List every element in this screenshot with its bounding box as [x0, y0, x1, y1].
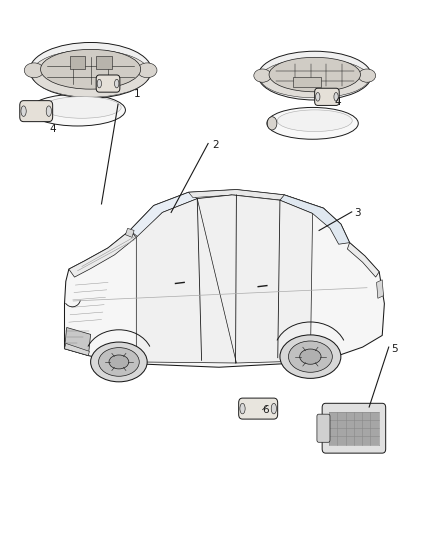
- FancyBboxPatch shape: [96, 75, 120, 92]
- Ellipse shape: [277, 110, 352, 132]
- Ellipse shape: [358, 69, 376, 82]
- Ellipse shape: [316, 93, 320, 101]
- Ellipse shape: [280, 335, 341, 378]
- Polygon shape: [280, 195, 350, 244]
- Polygon shape: [188, 190, 328, 214]
- Polygon shape: [197, 195, 313, 363]
- Ellipse shape: [289, 341, 332, 372]
- Ellipse shape: [261, 59, 369, 98]
- Ellipse shape: [30, 94, 125, 126]
- Ellipse shape: [240, 403, 245, 414]
- Polygon shape: [125, 228, 134, 237]
- Polygon shape: [130, 192, 197, 237]
- Ellipse shape: [254, 69, 271, 82]
- Ellipse shape: [99, 348, 139, 376]
- FancyBboxPatch shape: [239, 398, 278, 419]
- Ellipse shape: [115, 79, 119, 88]
- Ellipse shape: [30, 43, 152, 98]
- Bar: [96, 56, 112, 69]
- Ellipse shape: [97, 79, 102, 88]
- Ellipse shape: [32, 50, 150, 97]
- Ellipse shape: [41, 50, 141, 89]
- Ellipse shape: [258, 51, 371, 100]
- Ellipse shape: [269, 58, 360, 92]
- FancyBboxPatch shape: [322, 403, 386, 453]
- FancyBboxPatch shape: [20, 101, 53, 122]
- Ellipse shape: [300, 349, 321, 364]
- Ellipse shape: [334, 93, 338, 101]
- Text: 5: 5: [391, 344, 398, 354]
- Text: 2: 2: [212, 140, 219, 150]
- Ellipse shape: [21, 106, 26, 116]
- Polygon shape: [64, 327, 91, 356]
- Ellipse shape: [24, 63, 44, 78]
- Text: 4: 4: [49, 124, 56, 134]
- FancyBboxPatch shape: [314, 88, 339, 106]
- Ellipse shape: [138, 63, 157, 78]
- Ellipse shape: [109, 355, 129, 369]
- Ellipse shape: [42, 96, 121, 118]
- Ellipse shape: [91, 342, 147, 382]
- Bar: [329, 412, 379, 445]
- FancyBboxPatch shape: [317, 414, 330, 442]
- Polygon shape: [377, 280, 384, 298]
- Polygon shape: [347, 243, 379, 277]
- Text: 3: 3: [354, 208, 360, 219]
- Bar: [70, 56, 85, 69]
- Polygon shape: [69, 230, 136, 277]
- Ellipse shape: [271, 403, 276, 414]
- Text: 6: 6: [262, 405, 269, 415]
- Ellipse shape: [267, 108, 358, 139]
- Ellipse shape: [267, 117, 277, 130]
- Polygon shape: [64, 343, 89, 356]
- Text: 1: 1: [134, 89, 141, 99]
- Bar: [293, 77, 321, 87]
- Polygon shape: [64, 190, 385, 367]
- Ellipse shape: [46, 106, 51, 116]
- Polygon shape: [136, 195, 237, 363]
- Text: 4: 4: [334, 97, 341, 107]
